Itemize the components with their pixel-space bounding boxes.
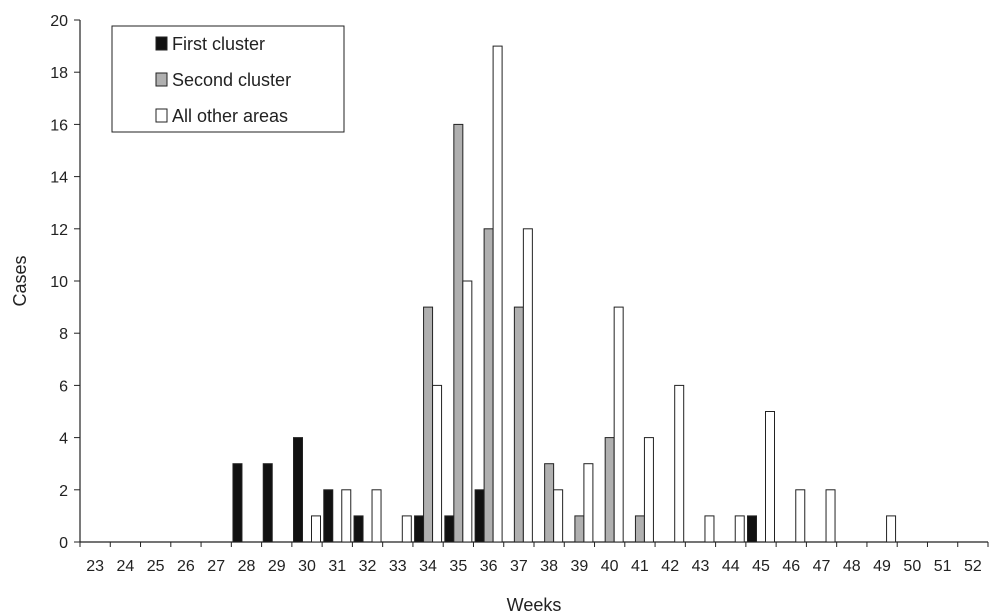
x-tick-label: 33	[389, 558, 407, 575]
bar-first-cluster	[747, 515, 757, 543]
legend-label: Second cluster	[172, 70, 291, 90]
bar-all-other-areas	[765, 411, 775, 543]
bar-first-cluster	[414, 515, 425, 543]
legend: First cluster Second cluster All other are…	[111, 25, 345, 133]
x-tick-label: 45	[752, 558, 770, 575]
y-axis-title: Cases	[10, 255, 30, 306]
bar-second-cluster	[453, 123, 464, 543]
bar-all-other-areas	[825, 489, 836, 543]
x-tick-label: 30	[298, 558, 316, 575]
bar-second-cluster	[634, 515, 645, 543]
y-tick-label: 4	[59, 431, 68, 448]
x-tick-label: 36	[480, 558, 498, 575]
x-tick-label: 42	[661, 558, 679, 575]
legend-label: All other areas	[172, 106, 288, 126]
x-tick-label: 51	[934, 558, 952, 575]
bar-all-other-areas	[734, 515, 745, 543]
x-tick-label: 29	[268, 558, 286, 575]
bar-all-other-areas	[371, 489, 382, 543]
x-tick-label: 31	[328, 558, 346, 575]
x-tick-label: 26	[177, 558, 195, 575]
bar-all-other-areas	[886, 515, 897, 543]
y-tick-label: 16	[50, 117, 68, 134]
y-tick-label: 14	[50, 170, 68, 187]
y-tick-label: 8	[59, 326, 68, 343]
bar-second-cluster	[513, 306, 524, 543]
y-tick-label: 10	[50, 274, 68, 291]
x-tick-label: 24	[117, 558, 135, 575]
bar-all-other-areas	[462, 280, 473, 543]
bar-all-other-areas	[613, 306, 624, 543]
bar-first-cluster	[262, 463, 273, 543]
bars	[232, 45, 897, 543]
bar-first-cluster	[293, 437, 303, 543]
x-tick-label: 32	[359, 558, 377, 575]
x-tick-label: 37	[510, 558, 528, 575]
y-ticks: 0 2 4 6 8 10 12 14 16 18 20	[50, 13, 80, 552]
bar-first-cluster	[444, 515, 455, 543]
legend-swatch	[155, 36, 168, 51]
x-tick-label: 49	[873, 558, 891, 575]
x-tick-label: 50	[903, 558, 921, 575]
y-tick-label: 20	[50, 13, 68, 30]
x-tick-label: 41	[631, 558, 649, 575]
bar-second-cluster	[574, 515, 585, 543]
x-tick-label: 46	[782, 558, 800, 575]
bar-all-other-areas	[704, 515, 715, 543]
legend-label: First cluster	[172, 34, 265, 54]
bar-all-other-areas	[522, 228, 533, 543]
y-tick-label: 18	[50, 65, 68, 82]
x-tick-label: 43	[692, 558, 710, 575]
bar-all-other-areas	[553, 489, 564, 543]
x-tick-label: 35	[449, 558, 467, 575]
x-tick-label: 48	[843, 558, 861, 575]
bar-first-cluster	[474, 489, 485, 543]
x-axis-title: Weeks	[507, 595, 562, 615]
x-tick-label: 38	[540, 558, 558, 575]
bar-all-other-areas	[401, 515, 412, 543]
bar-first-cluster	[232, 463, 243, 543]
bar-all-other-areas	[311, 515, 321, 543]
x-tick-label: 39	[571, 558, 589, 575]
bar-second-cluster	[423, 306, 434, 543]
y-tick-label: 6	[59, 378, 68, 395]
x-tick-label: 40	[601, 558, 619, 575]
bar-all-other-areas	[643, 437, 654, 543]
x-tick-label: 47	[813, 558, 831, 575]
y-tick-label: 0	[59, 535, 68, 552]
x-tick-label: 34	[419, 558, 437, 575]
x-tick-label: 52	[964, 558, 982, 575]
bar-second-cluster	[483, 228, 494, 543]
legend-swatch	[155, 72, 168, 87]
bar-all-other-areas	[341, 489, 352, 543]
bar-all-other-areas	[795, 489, 806, 543]
bar-all-other-areas	[432, 384, 443, 543]
bar-all-other-areas	[583, 463, 594, 543]
x-tick-label: 25	[147, 558, 165, 575]
legend-box	[111, 25, 345, 133]
x-tick-label: 27	[207, 558, 225, 575]
bar-all-other-areas	[492, 45, 503, 543]
x-tick-label: 28	[238, 558, 256, 575]
x-tick-label: 23	[86, 558, 104, 575]
x-ticks: 23 24 25 26 27 28 29 30 31 32 33 34 35 36 37 38 39 40 41 42…	[79, 542, 989, 575]
x-tick-label: 44	[722, 558, 740, 575]
bar-first-cluster	[323, 489, 334, 543]
y-tick-label: 2	[59, 483, 68, 500]
legend-swatch	[155, 108, 168, 123]
bar-second-cluster	[604, 437, 615, 543]
bar-first-cluster	[353, 515, 364, 543]
bar-second-cluster	[544, 463, 555, 543]
y-tick-label: 12	[50, 222, 68, 239]
bar-all-other-areas	[674, 384, 685, 543]
